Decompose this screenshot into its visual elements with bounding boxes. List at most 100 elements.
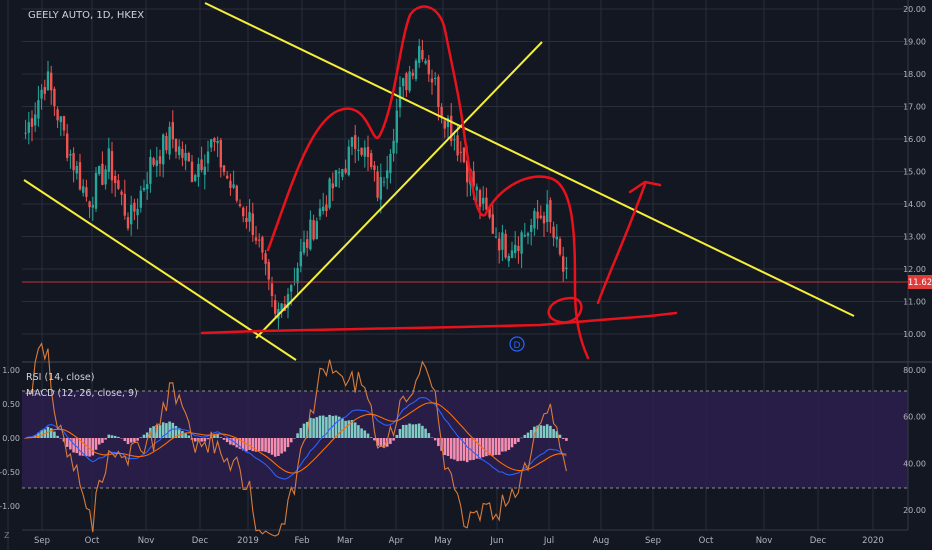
macd-histogram-bar — [37, 432, 40, 438]
candle-body — [149, 157, 152, 184]
candle-body — [482, 197, 485, 204]
macd-histogram-bar — [366, 433, 370, 438]
oscillator-lines[interactable] — [25, 342, 567, 537]
candle-body — [194, 175, 197, 181]
macd-histogram-bar — [277, 438, 280, 456]
time-tick-label: Dec — [192, 536, 209, 546]
macd-histogram-bar — [430, 437, 434, 439]
rsi-label[interactable]: RSI (14, close) — [26, 372, 94, 383]
macd-histogram-bar — [280, 438, 283, 454]
candle-body — [475, 186, 478, 191]
zoom-icon[interactable]: Z — [4, 531, 10, 540]
macd-histogram-bar — [174, 425, 178, 438]
yellow-trendlines[interactable] — [23, 2, 855, 361]
macd-tick-label: -1.00 — [0, 502, 20, 511]
candle-body — [78, 162, 82, 190]
symbol-label[interactable]: GEELY AUTO, 1D, HKEX — [28, 10, 144, 21]
macd-histogram-bar — [398, 429, 402, 438]
candle-body — [213, 138, 216, 142]
candle-body — [168, 126, 171, 155]
candle-body — [72, 153, 75, 171]
head-and-shoulders-drawing[interactable] — [266, 5, 590, 360]
candle-body — [62, 116, 66, 131]
macd-histogram-bar — [56, 435, 59, 438]
candle-body — [498, 238, 501, 251]
price-tick-label: 13.00 — [903, 233, 926, 242]
price-tick-label: 14.00 — [903, 200, 926, 209]
macd-histogram-bar — [465, 438, 469, 463]
oscillator-right-axis: 80.00 60.00 40.00 20.00 — [903, 366, 926, 515]
macd-histogram-bar — [337, 416, 341, 438]
candlestick-series[interactable] — [24, 38, 568, 330]
macd-histogram-bar — [97, 438, 101, 445]
macd-histogram-bar — [552, 429, 555, 438]
candle-body — [142, 187, 146, 191]
candle-body — [114, 175, 117, 184]
candle-body — [322, 206, 325, 212]
candle-body — [446, 117, 450, 128]
macd-histogram-bar — [526, 432, 530, 438]
candle-body — [552, 226, 555, 238]
macd-histogram-bar — [110, 435, 114, 438]
time-tick-label: Jun — [489, 536, 503, 546]
macd-histogram-bar — [494, 438, 498, 455]
candle-body — [414, 60, 418, 80]
candle-body — [530, 225, 533, 232]
ascending-trendline[interactable] — [255, 41, 543, 339]
bottom-circle-drawing[interactable] — [547, 296, 583, 324]
upper-descending-trendline[interactable] — [204, 2, 855, 317]
candle-body — [24, 132, 27, 134]
macd-histogram-bar — [510, 438, 514, 448]
candle-body — [427, 59, 430, 75]
last-price-badge-text: 11.62 — [908, 278, 932, 288]
macd-tick-label: 1.00 — [2, 366, 20, 375]
macd-histogram-bar — [264, 438, 267, 452]
dividend-marker[interactable]: D — [509, 336, 525, 352]
candle-body — [85, 187, 88, 197]
macd-histogram-bar — [206, 438, 210, 440]
macd-histogram-bar — [392, 438, 395, 441]
arrow-head-drawing[interactable] — [628, 180, 662, 194]
macd-histogram-bar — [305, 421, 309, 438]
macd-histogram-bar — [273, 438, 277, 457]
support-line-drawing[interactable] — [200, 311, 678, 335]
macd-histogram-bar — [145, 432, 149, 438]
macd-histogram-bar — [69, 438, 72, 450]
macd-histogram-bar — [101, 438, 104, 443]
price-axis[interactable]: 20.00 19.00 18.00 17.00 16.00 15.00 14.00 13.00… — [903, 5, 926, 339]
candle-body — [66, 133, 69, 158]
macd-histogram-bar — [549, 425, 552, 438]
candle-body — [539, 215, 542, 219]
dividend-marker-label: D — [514, 341, 521, 351]
candle-body — [402, 78, 405, 87]
lower-descending-trendline[interactable] — [23, 179, 297, 361]
macd-label[interactable]: MACD (12, 26, close, 9) — [26, 388, 138, 399]
macd-histogram-bar — [283, 438, 287, 452]
candle-body — [286, 294, 290, 309]
projection-arrow-drawing[interactable] — [596, 182, 647, 305]
red-annotations[interactable] — [200, 5, 678, 360]
macd-tick-label: -0.50 — [0, 468, 20, 477]
macd-histogram-bar — [408, 423, 411, 438]
candle-body — [562, 256, 565, 272]
candle-body — [203, 166, 206, 175]
candle-body — [418, 46, 421, 63]
macd-histogram-bar — [446, 438, 450, 456]
macd-histogram-bar — [501, 438, 504, 452]
candle-body — [235, 185, 238, 201]
signal-line — [25, 402, 567, 474]
macd-histogram-bar — [382, 438, 386, 448]
candle-body — [69, 154, 72, 156]
time-axis[interactable]: Sep Oct Nov Dec 2019 Feb Mar Apr May Jun Jul Aug Sep… — [34, 536, 884, 546]
macd-histogram-bar — [293, 438, 296, 439]
candle-body — [318, 208, 322, 217]
price-tick-label: 17.00 — [903, 103, 926, 112]
candle-body — [46, 71, 50, 91]
candle-body — [53, 88, 56, 107]
macd-histogram-bar — [72, 438, 75, 453]
candle-body — [37, 100, 40, 119]
macd-histogram-bar — [395, 434, 399, 438]
macd-histogram-bar — [507, 438, 511, 450]
macd-histogram-bar — [165, 423, 168, 438]
